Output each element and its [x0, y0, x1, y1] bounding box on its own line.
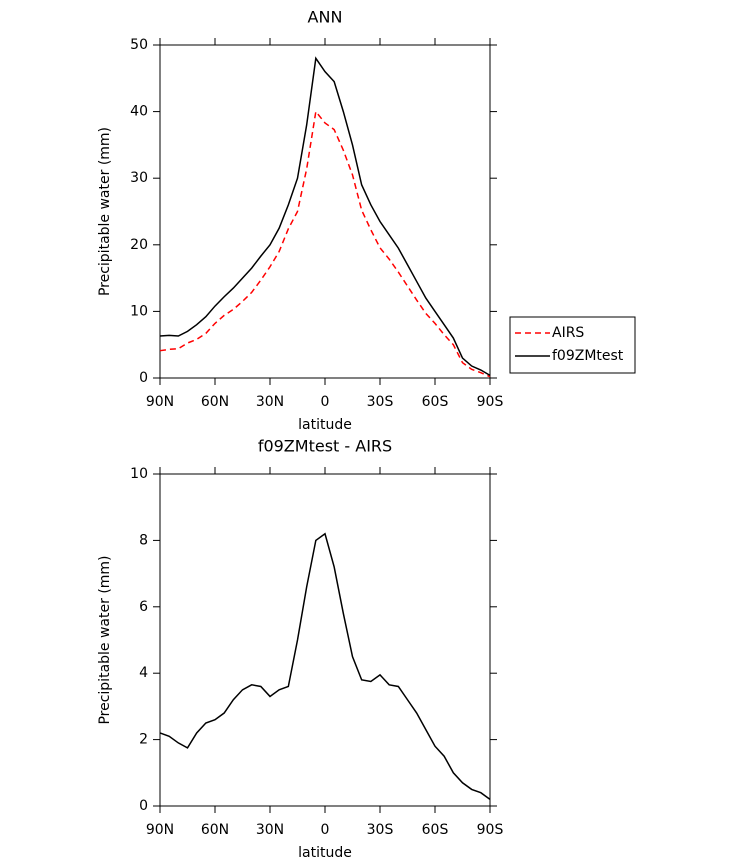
x-tick-label: 90S [477, 822, 504, 838]
x-tick-label: 60S [422, 394, 449, 410]
x-tick-label: 0 [321, 394, 330, 410]
x-tick-label: 30N [256, 822, 284, 838]
x-tick-label: 30N [256, 394, 284, 410]
plot-frame [159, 44, 491, 379]
x-tick-label: 0 [321, 822, 330, 838]
x-tick-label: 90N [146, 394, 174, 410]
legend-box [509, 316, 636, 374]
chart-title: ANN [308, 8, 343, 27]
x-tick-label: 60N [201, 822, 229, 838]
data-line [159, 532, 491, 800]
y-tick-label: 40 [130, 104, 148, 120]
legend-label: AIRS [552, 325, 584, 341]
chart-title: f09ZMtest - AIRS [258, 437, 392, 456]
legend-label: f09ZMtest [552, 348, 624, 364]
y-tick-label: 6 [139, 599, 148, 615]
x-tick-label: 90N [146, 822, 174, 838]
x-tick-label: 90S [477, 394, 504, 410]
y-tick-label: 0 [139, 798, 148, 814]
y-tick-label: 20 [130, 237, 148, 253]
x-axis-label: latitude [298, 417, 352, 433]
x-tick-label: 30S [367, 822, 394, 838]
y-axis-label: Precipitable water (mm) [97, 555, 113, 724]
y-tick-label: 10 [130, 466, 148, 482]
y-tick-label: 2 [139, 732, 148, 748]
y-tick-label: 10 [130, 303, 148, 319]
plot-frame [159, 473, 491, 807]
x-tick-label: 60N [201, 394, 229, 410]
y-tick-label: 4 [139, 665, 148, 681]
y-axis-label: Precipitable water (mm) [97, 127, 113, 296]
x-tick-label: 60S [422, 822, 449, 838]
data-line [159, 109, 491, 378]
x-tick-label: 30S [367, 394, 394, 410]
y-tick-label: 50 [130, 37, 148, 53]
y-tick-label: 8 [139, 532, 148, 548]
data-line [159, 56, 491, 376]
y-tick-label: 0 [139, 370, 148, 386]
x-axis-label: latitude [298, 845, 352, 861]
y-tick-label: 30 [130, 170, 148, 186]
